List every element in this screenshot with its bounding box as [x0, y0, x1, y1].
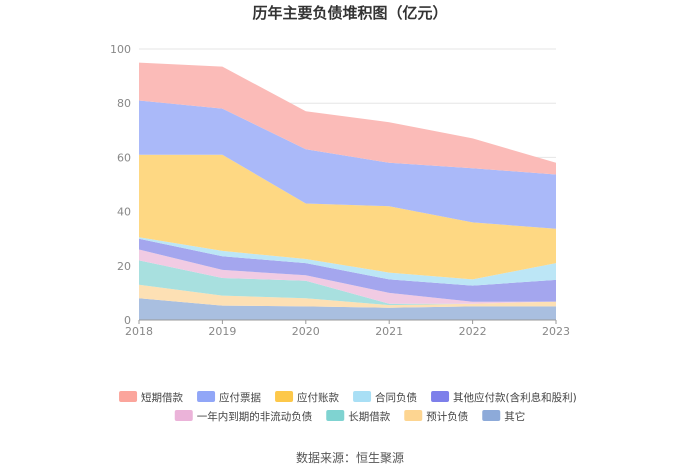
- legend-swatch: [197, 391, 216, 402]
- legend-label: 应付账款: [297, 391, 339, 404]
- area-1: [139, 298, 556, 320]
- area-7: [139, 154, 556, 280]
- legend-label: 一年内到期的非流动负债: [197, 410, 313, 423]
- x-axis: 2018 2019 2020 2021 2022 2023: [125, 319, 570, 338]
- legend-swatch: [482, 410, 501, 421]
- x-tick-label: 2022: [459, 325, 487, 338]
- area-8: [139, 100, 556, 229]
- legend-label: 预计负债: [426, 410, 468, 423]
- legend-swatch: [431, 391, 450, 402]
- y-tick-label: 80: [117, 97, 131, 110]
- legend-label: 短期借款: [141, 391, 183, 404]
- y-tick-label: 20: [117, 260, 131, 273]
- legend-label: 其它: [504, 410, 525, 423]
- y-axis: 0 20 40 60 80 100: [110, 43, 131, 327]
- chart-title: 历年主要负债堆积图（亿元）: [252, 4, 447, 22]
- area-4: [139, 249, 556, 304]
- data-source: 数据来源：恒生聚源: [296, 450, 404, 465]
- y-tick-label: 0: [124, 314, 131, 327]
- x-tick-label: 2020: [292, 325, 320, 338]
- legend-label: 合同负债: [375, 391, 417, 404]
- area-2: [139, 284, 556, 308]
- legend: 短期借款 应付票据 应付账款 合同负债 其他应付款(含利息和股利) 一年内到期的非流动负债…: [119, 391, 577, 423]
- area-9: [139, 62, 556, 175]
- legend-label: 长期借款: [348, 410, 390, 423]
- y-tick-label: 60: [117, 151, 131, 164]
- x-tick-label: 2023: [542, 325, 570, 338]
- legend-swatch: [326, 410, 345, 421]
- y-tick-label: 100: [110, 43, 131, 56]
- legend-swatch: [119, 391, 138, 402]
- legend-swatch: [404, 410, 423, 421]
- x-tick-label: 2021: [375, 325, 403, 338]
- area-series: [139, 62, 556, 320]
- legend-swatch: [174, 410, 193, 421]
- area-5: [139, 238, 556, 302]
- area-6: [139, 237, 556, 286]
- legend-swatch: [353, 391, 372, 402]
- x-tick-label: 2019: [208, 325, 236, 338]
- y-tick-label: 40: [117, 206, 131, 219]
- legend-swatch: [275, 391, 294, 402]
- x-tick-label: 2018: [125, 325, 153, 338]
- legend-label: 应付票据: [219, 391, 261, 404]
- area-3: [139, 260, 556, 306]
- legend-label: 其他应付款(含利息和股利): [453, 391, 577, 404]
